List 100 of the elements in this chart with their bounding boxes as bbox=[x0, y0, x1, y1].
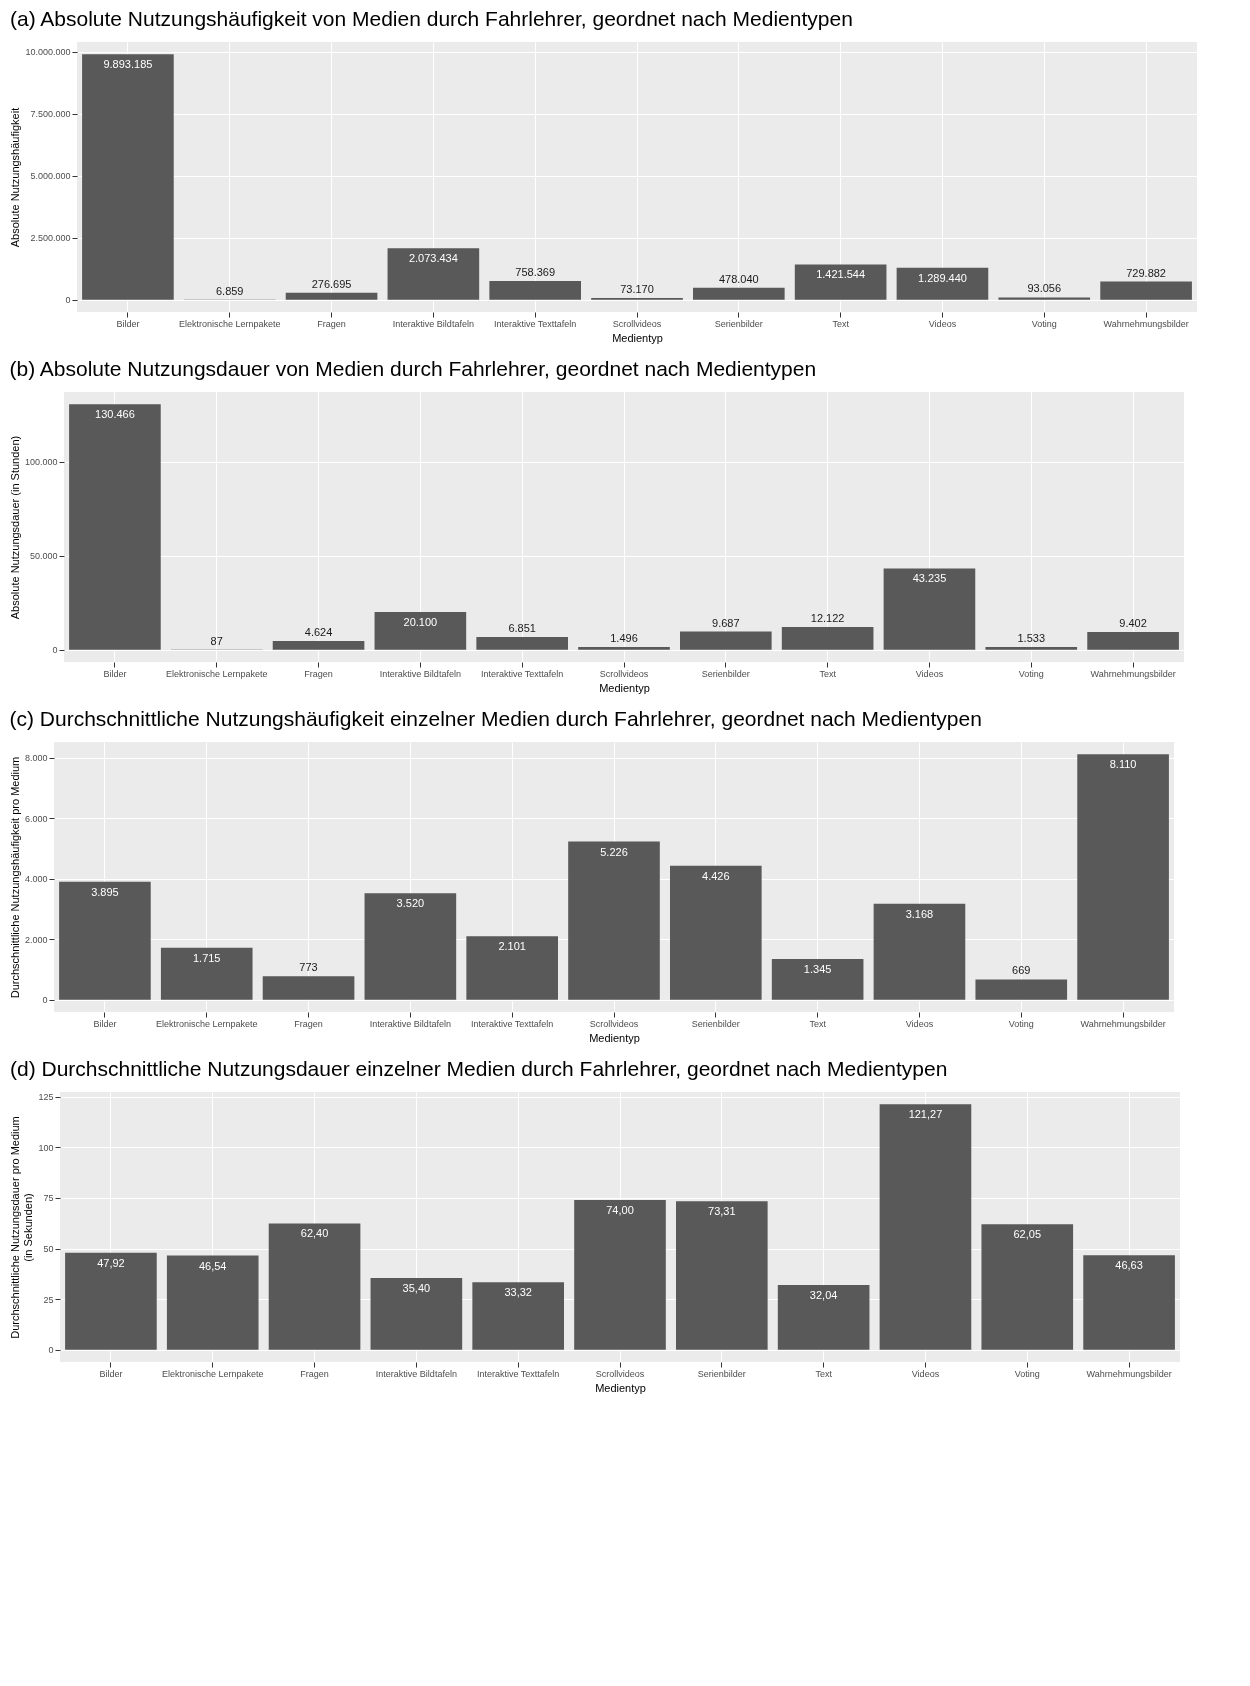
x-tick-label: Fragen bbox=[294, 1018, 323, 1029]
bar bbox=[998, 297, 1091, 300]
data-label: 773 bbox=[299, 961, 318, 974]
x-tick-label: Interaktive Bildtafeln bbox=[379, 668, 461, 679]
bar bbox=[981, 1224, 1074, 1350]
bar bbox=[166, 1255, 259, 1350]
y-tick-label: 10.000.000 bbox=[25, 47, 71, 58]
x-tick-label: Interaktive Texttafeln bbox=[493, 318, 577, 329]
x-tick-label: Videos bbox=[905, 1018, 934, 1029]
bar bbox=[476, 636, 568, 650]
y-tick-label: 7.500.000 bbox=[30, 109, 71, 120]
x-tick-label: Elektronische Lernpakete bbox=[178, 318, 281, 329]
data-label: 4.426 bbox=[702, 869, 730, 882]
bar bbox=[794, 264, 887, 300]
chart-title: (a) Absolute Nutzungshäufigkeit von Medien durch Fahrlehrer, geordnet nach Medientypen bbox=[9, 7, 853, 30]
bar bbox=[578, 646, 670, 650]
bar bbox=[680, 631, 772, 650]
data-label: 32,04 bbox=[809, 1288, 838, 1301]
x-tick-label: Voting bbox=[1018, 668, 1044, 679]
x-tick-label: Interaktive Bildtafeln bbox=[375, 1368, 457, 1379]
data-label: 3.520 bbox=[396, 897, 425, 910]
x-tick-label: Serienbilder bbox=[714, 318, 763, 329]
data-label: 2.073.434 bbox=[408, 252, 458, 265]
bar bbox=[268, 1223, 361, 1350]
data-label: 47,92 bbox=[97, 1256, 125, 1269]
y-axis-title: Durchschnittliche Nutzungshäufigkeit pro Medium bbox=[8, 756, 21, 999]
data-label: 3.168 bbox=[905, 907, 934, 920]
data-label: 130.466 bbox=[95, 408, 135, 421]
bar bbox=[883, 568, 976, 650]
y-axis-title: Durchschnittliche Nutzungsdauer pro Medium (in Sekunden) bbox=[9, 1116, 35, 1339]
x-tick-label: Elektronische Lernpakete bbox=[165, 668, 268, 679]
x-tick-label: Text bbox=[819, 668, 837, 679]
data-label: 1.421.544 bbox=[816, 268, 866, 281]
data-label: 478.040 bbox=[718, 272, 759, 285]
x-axis-title: Medientyp bbox=[612, 331, 663, 344]
data-label: 43.235 bbox=[912, 572, 947, 585]
bar bbox=[896, 267, 989, 300]
bar bbox=[1083, 1255, 1175, 1350]
bar bbox=[489, 280, 581, 300]
data-label: 46,63 bbox=[1115, 1259, 1143, 1272]
y-tick-label: 100.000 bbox=[24, 457, 58, 468]
data-label: 121,27 bbox=[908, 1108, 943, 1121]
bar bbox=[69, 404, 161, 650]
data-label: 669 bbox=[1012, 964, 1031, 977]
data-label: 6.851 bbox=[508, 621, 536, 634]
x-tick-label: Scrollvideos bbox=[599, 668, 649, 679]
y-tick-label: 6.000 bbox=[24, 813, 48, 824]
bar bbox=[272, 641, 365, 650]
x-tick-label: Scrollvideos bbox=[589, 1018, 639, 1029]
data-label: 62,40 bbox=[300, 1227, 329, 1240]
data-label: 4.624 bbox=[304, 626, 333, 639]
x-tick-label: Wahrnehmungsbilder bbox=[1086, 1368, 1172, 1379]
data-label: 1.289.440 bbox=[917, 271, 967, 284]
bar bbox=[466, 936, 558, 1000]
y-tick-label: 0 bbox=[42, 995, 48, 1006]
data-label: 73.170 bbox=[620, 282, 654, 295]
y-tick-label: 5.000.000 bbox=[30, 171, 71, 182]
y-tick-label: 8.000 bbox=[24, 753, 48, 764]
bar bbox=[568, 841, 660, 1000]
x-tick-label: Bilder bbox=[93, 1018, 117, 1029]
data-label: 9.687 bbox=[712, 616, 740, 629]
x-tick-label: Elektronische Lernpakete bbox=[155, 1018, 258, 1029]
data-label: 2.101 bbox=[498, 940, 526, 953]
x-tick-label: Wahrnehmungsbilder bbox=[1090, 668, 1176, 679]
x-tick-label: Interaktive Texttafeln bbox=[480, 668, 564, 679]
bar bbox=[873, 903, 966, 1000]
data-label: 758.369 bbox=[515, 265, 556, 278]
data-label: 73,31 bbox=[708, 1205, 736, 1218]
y-tick-label: 50.000 bbox=[29, 551, 58, 562]
y-tick-label: 0 bbox=[48, 1345, 54, 1356]
chart-title: (b) Absolute Nutzungsdauer von Medien durch Fahrlehrer, geordnet nach Medientypen bbox=[9, 357, 817, 380]
bar bbox=[59, 881, 151, 1000]
chart-title: (d) Durchschnittliche Nutzungsdauer einzelner Medien durch Fahrlehrer, geordnet nach Medientypen bbox=[9, 1057, 948, 1080]
bar bbox=[975, 979, 1068, 1000]
x-axis-title: Medientyp bbox=[589, 1031, 640, 1044]
data-label: 3.895 bbox=[91, 885, 119, 898]
y-tick-label: 2.500.000 bbox=[30, 233, 71, 244]
bar bbox=[65, 1252, 157, 1350]
y-axis-title: Absolute Nutzungshäufigkeit bbox=[9, 107, 22, 248]
data-label: 5.226 bbox=[600, 845, 628, 858]
data-label: 276.695 bbox=[311, 277, 352, 290]
x-tick-label: Wahrnehmungsbilder bbox=[1103, 318, 1189, 329]
x-tick-label: Serienbilder bbox=[701, 668, 750, 679]
bar bbox=[1087, 632, 1179, 650]
x-tick-label: Interaktive Bildtafeln bbox=[392, 318, 474, 329]
x-tick-label: Bilder bbox=[116, 318, 140, 329]
x-tick-label: Elektronische Lernpakete bbox=[161, 1368, 264, 1379]
y-tick-label: 25 bbox=[43, 1294, 54, 1305]
data-label: 729.882 bbox=[1126, 266, 1166, 279]
y-tick-label: 50 bbox=[43, 1244, 54, 1255]
x-tick-label: Voting bbox=[1014, 1368, 1040, 1379]
y-axis-title: Absolute Nutzungsdauer (in Stunden) bbox=[8, 435, 21, 620]
y-tick-label: 0 bbox=[65, 295, 71, 306]
data-label: 9.402 bbox=[1119, 617, 1147, 630]
y-tick-label: 125 bbox=[38, 1092, 54, 1103]
y-tick-label: 4.000 bbox=[24, 874, 48, 885]
bar bbox=[160, 947, 253, 1000]
data-label: 8.110 bbox=[1109, 758, 1137, 771]
chart-title: (c) Durchschnittliche Nutzungshäufigkeit einzelner Medien durch Fahrlehrer, geordnet nach Medientypen bbox=[9, 707, 982, 730]
data-label: 93.056 bbox=[1027, 282, 1062, 295]
